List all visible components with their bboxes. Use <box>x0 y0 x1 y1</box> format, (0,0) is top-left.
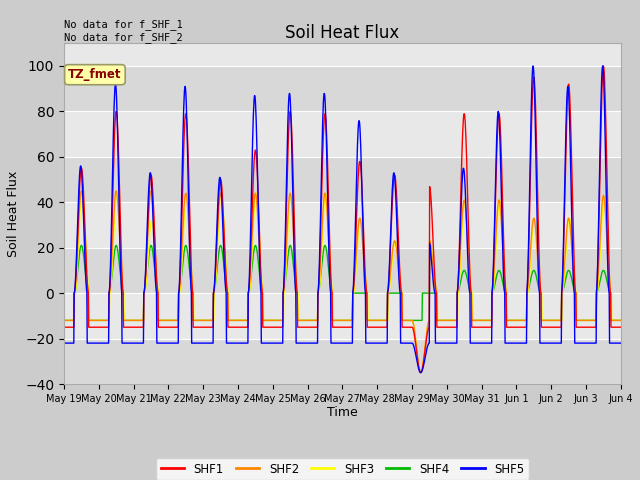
Bar <box>64 338 621 384</box>
Bar <box>64 66 621 111</box>
Title: Soil Heat Flux: Soil Heat Flux <box>285 24 399 42</box>
Legend: SHF1, SHF2, SHF3, SHF4, SHF5: SHF1, SHF2, SHF3, SHF4, SHF5 <box>156 458 529 480</box>
X-axis label: Time: Time <box>327 407 358 420</box>
Y-axis label: Soil Heat Flux: Soil Heat Flux <box>6 170 20 257</box>
Text: TZ_fmet: TZ_fmet <box>68 68 122 81</box>
Bar <box>64 248 621 293</box>
Text: No data for f_SHF_1
No data for f_SHF_2: No data for f_SHF_1 No data for f_SHF_2 <box>64 19 183 43</box>
Bar <box>64 202 621 248</box>
Bar <box>64 293 621 338</box>
Bar <box>64 157 621 202</box>
Bar <box>64 111 621 157</box>
